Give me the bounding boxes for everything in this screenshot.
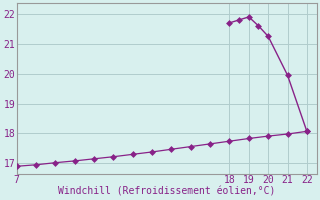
- X-axis label: Windchill (Refroidissement éolien,°C): Windchill (Refroidissement éolien,°C): [58, 187, 275, 197]
